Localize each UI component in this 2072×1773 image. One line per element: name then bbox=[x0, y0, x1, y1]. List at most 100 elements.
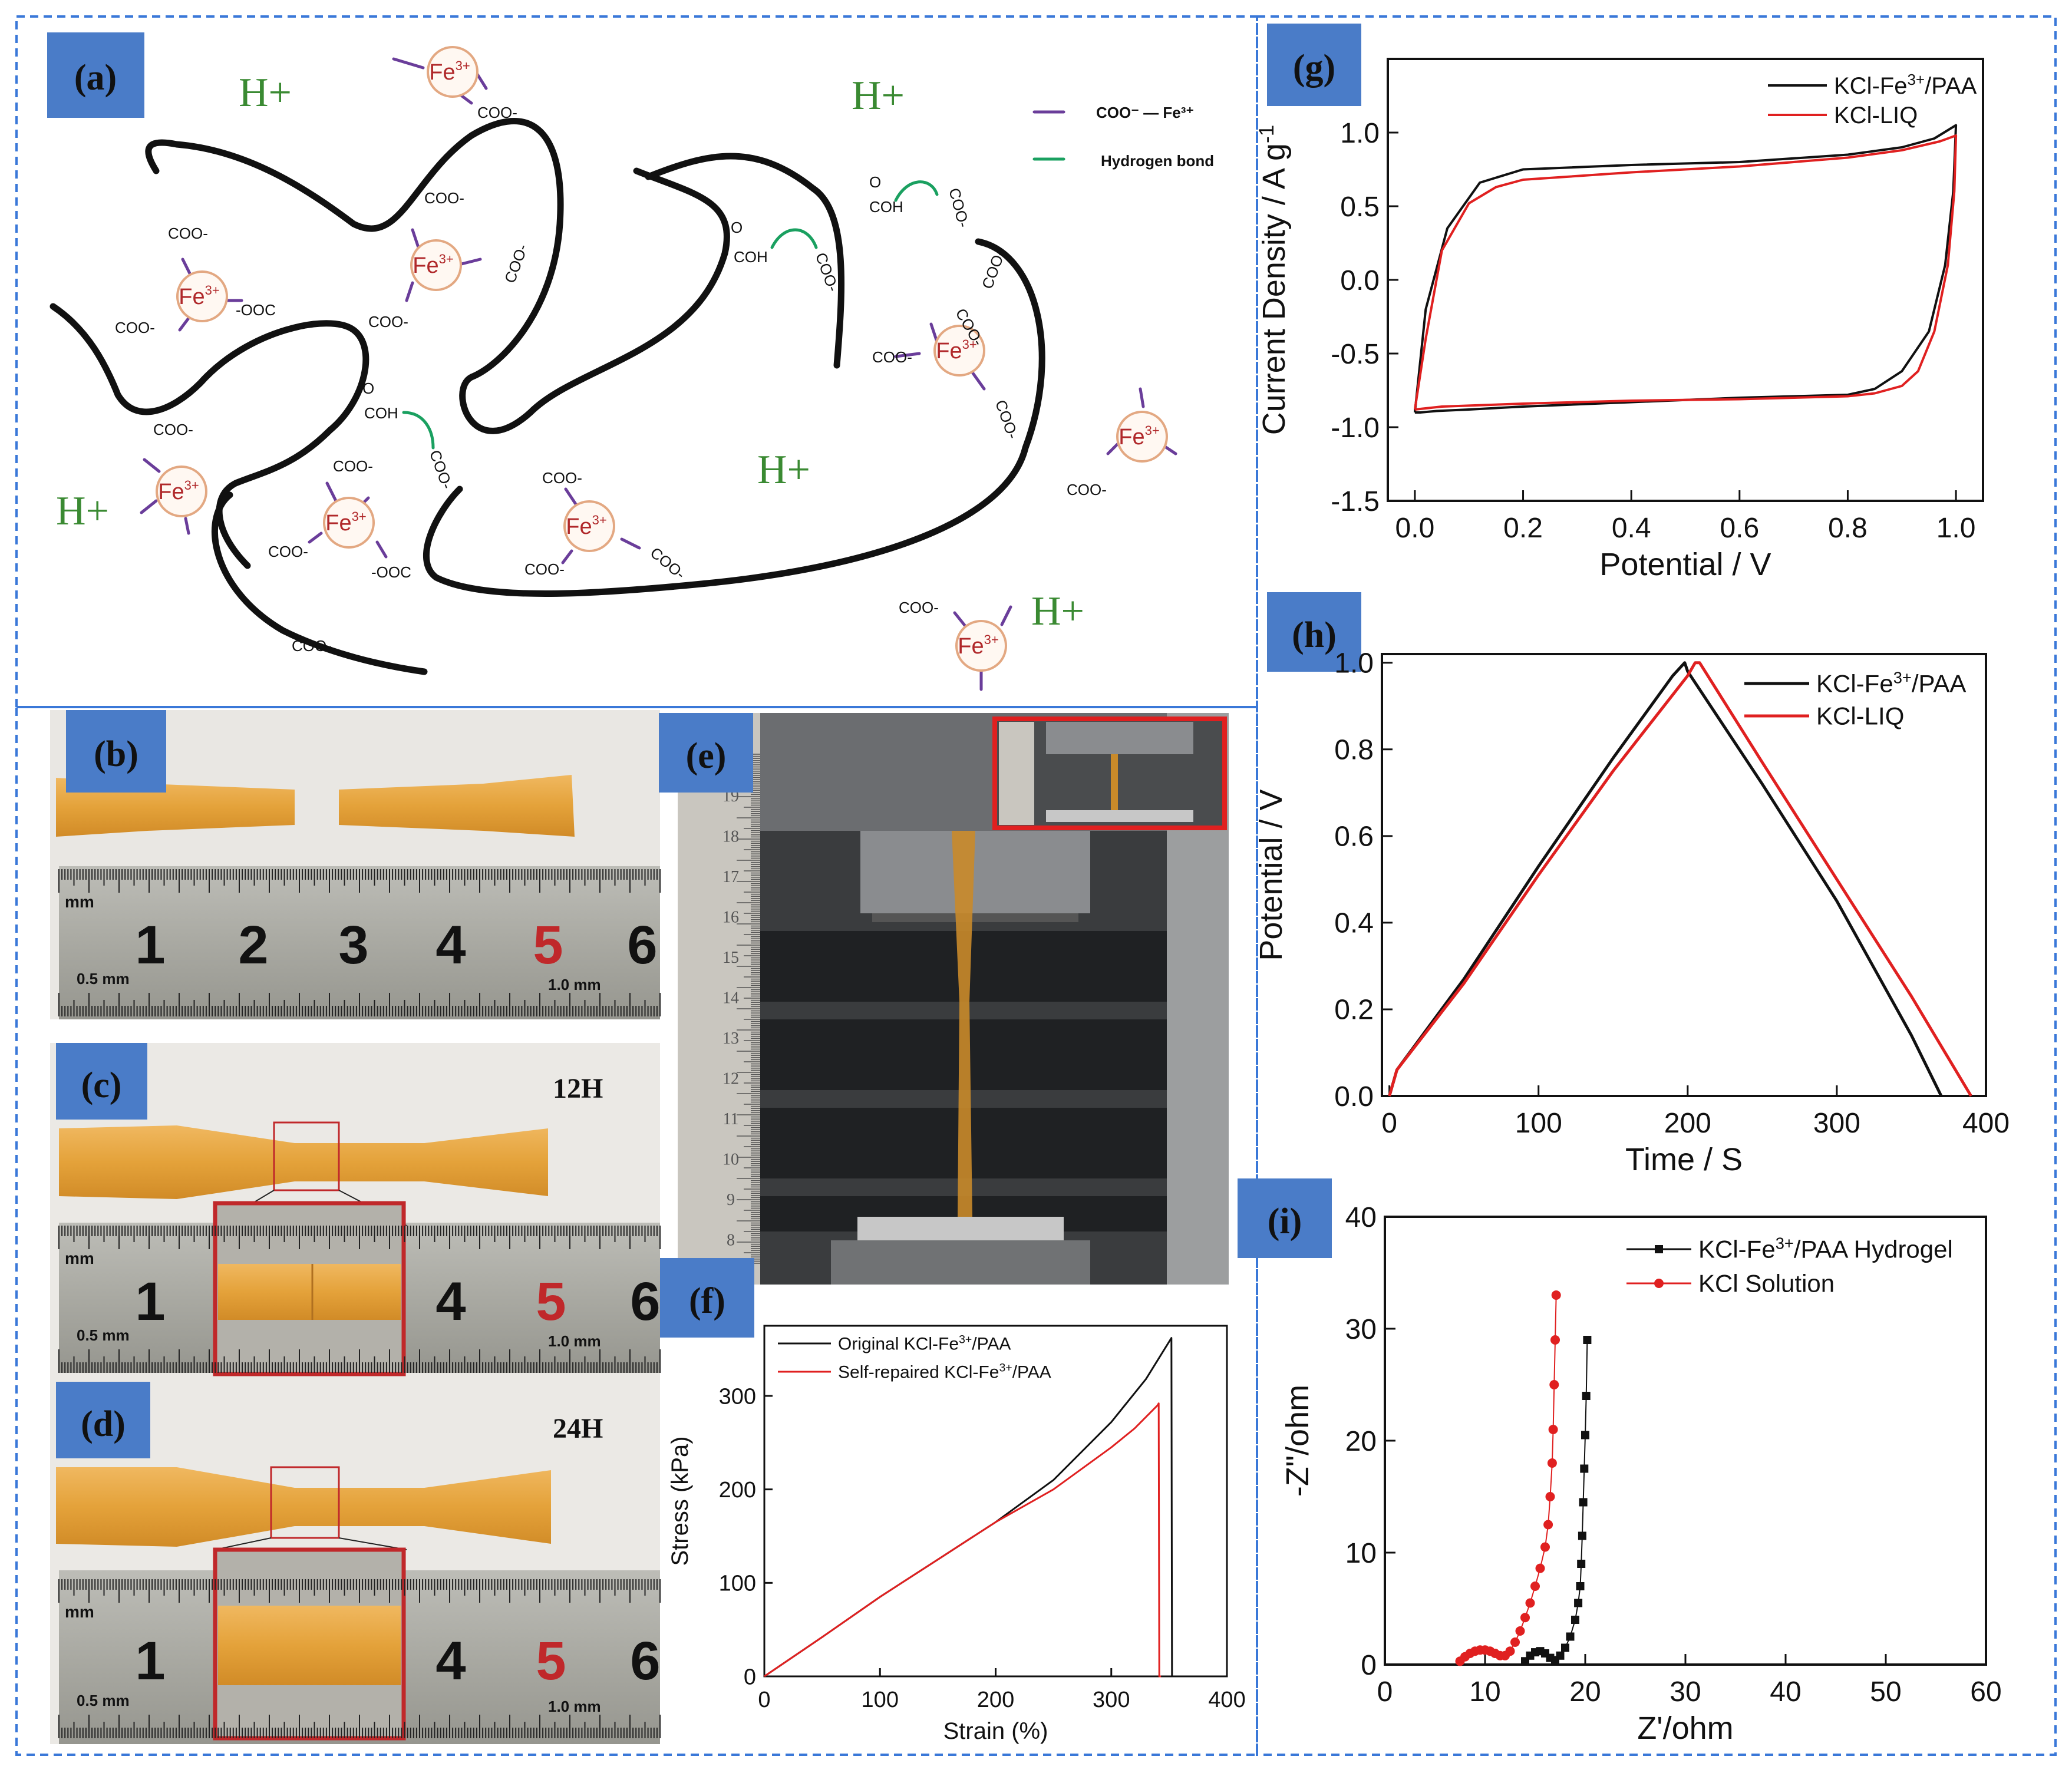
x-axis-label: Z'/ohm bbox=[1637, 1711, 1733, 1746]
data-point bbox=[1556, 1651, 1565, 1660]
data-point bbox=[1571, 1616, 1579, 1624]
series-line bbox=[764, 1337, 1174, 1678]
carboxylate-text: COO- bbox=[978, 247, 1008, 291]
ion-text: Fe3+ bbox=[566, 513, 606, 539]
x-tick-label: 200 bbox=[977, 1688, 1014, 1712]
x-tick-label: 0.4 bbox=[1612, 513, 1651, 544]
polymer-chains bbox=[50, 117, 1045, 675]
proton-text: H+ bbox=[239, 70, 292, 115]
data-point bbox=[1580, 1464, 1589, 1473]
ruler-number: 2 bbox=[238, 915, 268, 975]
ruler-unit-label: mm bbox=[65, 1249, 94, 1267]
chart-i-nyquist: 0 10 20 30 40 50 60 0 10 20 30 40 Z'/ohm -Z"/ohm KCl-F… bbox=[1280, 1202, 2002, 1746]
carboxylate-text: COO- bbox=[477, 104, 517, 121]
carboxylate-labels: COO- COO- COO- COO- -OOC COO- COO- COO- … bbox=[115, 104, 1214, 655]
carboxylate-text: COO- bbox=[524, 560, 565, 578]
ruler-number: 17 bbox=[722, 868, 739, 886]
data-point bbox=[1577, 1560, 1586, 1568]
data-point bbox=[1543, 1520, 1553, 1530]
iron-ions bbox=[156, 46, 1168, 672]
y-tick-label: 0 bbox=[1361, 1650, 1377, 1681]
ion-text: Fe3+ bbox=[413, 252, 453, 278]
data-point bbox=[1578, 1531, 1586, 1540]
carboxylate-text: COO- bbox=[899, 599, 939, 616]
carbonyl-text: O bbox=[731, 219, 743, 236]
x-tick-label: 0 bbox=[758, 1688, 770, 1712]
series-line bbox=[1413, 124, 1958, 414]
x-tick-label: 0.0 bbox=[1395, 513, 1435, 544]
data-point bbox=[1540, 1542, 1550, 1552]
y-tick-label: 0.5 bbox=[1340, 192, 1380, 223]
panel-c-time: 12H bbox=[553, 1073, 603, 1104]
y-tick-label: 200 bbox=[719, 1478, 756, 1503]
ruler-half-mm-label: 0.5 mm bbox=[77, 1692, 130, 1709]
ion-text: Fe3+ bbox=[429, 58, 470, 85]
data-point bbox=[1583, 1336, 1592, 1344]
ruler-number: 4 bbox=[435, 1272, 466, 1332]
panel-label-g: (g) bbox=[1293, 48, 1335, 88]
ruler-number: 15 bbox=[722, 949, 739, 967]
ruler-half-mm-label: 0.5 mm bbox=[77, 1326, 130, 1344]
ruler-one-mm-label: 1.0 mm bbox=[548, 1332, 601, 1350]
ruler-d: 1 4 5 6 mm 0.5 mm 1.0 mm bbox=[58, 1579, 661, 1738]
carboxylate-text: COO- bbox=[872, 348, 912, 366]
data-point bbox=[1515, 1626, 1525, 1636]
data-point bbox=[1535, 1563, 1545, 1573]
panel-b-photo bbox=[50, 710, 660, 1019]
ruler-number: 1 bbox=[135, 1631, 165, 1691]
chart-g-cyclic-voltammetry: 0.0 0.2 0.4 0.6 0.8 1.0 -1.5 -1.0 -0.5 0.0 0.5 1.0 P… bbox=[1255, 58, 1984, 582]
legend-hbond-text: Hydrogen bond bbox=[1101, 152, 1214, 170]
x-axis-label: Potential / V bbox=[1599, 547, 1771, 582]
data-point bbox=[1582, 1392, 1591, 1400]
data-point bbox=[1525, 1598, 1535, 1608]
ion-text: Fe3+ bbox=[958, 632, 998, 659]
hydrogen-bonds bbox=[402, 157, 1065, 450]
proton-text: H+ bbox=[1031, 589, 1084, 634]
ion-text: Fe3+ bbox=[936, 337, 976, 364]
x-tick-label: 40 bbox=[1770, 1676, 1801, 1708]
ion-text: Fe3+ bbox=[1119, 423, 1159, 450]
x-tick-label: 50 bbox=[1870, 1676, 1901, 1708]
legend-entry: KCl-LIQ bbox=[1816, 702, 1904, 730]
ruler-number: 1 bbox=[135, 1272, 165, 1332]
carboxylate-text: COO- bbox=[115, 319, 155, 336]
x-tick-label: 60 bbox=[1970, 1676, 2001, 1708]
carboxylate-text: -OOC bbox=[236, 301, 276, 319]
label-box-h bbox=[1267, 592, 1361, 672]
ruler-number: 14 bbox=[722, 989, 739, 1008]
carboxylate-text: COO- bbox=[333, 457, 373, 475]
ruler-number: 6 bbox=[630, 1631, 660, 1691]
legend-entry: Self-repaired KCl-Fe3+/PAA bbox=[838, 1362, 1051, 1382]
acid-text: COH bbox=[364, 404, 398, 422]
carboxylate-text: COO- bbox=[647, 544, 689, 583]
panel-label-f: (f) bbox=[689, 1281, 725, 1321]
y-tick-label: 0.0 bbox=[1334, 1081, 1374, 1112]
y-tick-label: 300 bbox=[719, 1384, 756, 1409]
label-box-a bbox=[47, 32, 144, 118]
y-tick-label: 40 bbox=[1345, 1202, 1377, 1233]
carboxylate-text: COO- bbox=[992, 398, 1022, 441]
series-line bbox=[1459, 1295, 1557, 1662]
y-tick-label: 100 bbox=[719, 1571, 756, 1596]
chart-h-charge-discharge: 0 100 200 300 400 0.0 0.2 0.4 0.6 0.8 1.0 Time / S P… bbox=[1253, 648, 2010, 1177]
data-point bbox=[1505, 1646, 1515, 1656]
legend-entry: KCl-Fe3+/PAA bbox=[1816, 668, 1966, 698]
carboxylate-text: COO- bbox=[268, 543, 308, 560]
legend-coord-text: COO⁻ — Fe³⁺ bbox=[1096, 104, 1194, 121]
proton-labels: H+ H+ H+ H+ H+ bbox=[56, 70, 1084, 634]
x-tick-label: 0.8 bbox=[1828, 513, 1868, 544]
ruler-one-mm-label: 1.0 mm bbox=[548, 1698, 601, 1715]
carboxylate-text: COO- bbox=[501, 242, 531, 285]
label-box-d bbox=[56, 1382, 150, 1458]
ruler-number: 4 bbox=[435, 915, 466, 975]
x-tick-label: 1.0 bbox=[1936, 513, 1976, 544]
carboxylate-text: COO- bbox=[368, 313, 408, 331]
plot-frame bbox=[1381, 653, 1987, 1097]
ruler-number: 16 bbox=[722, 909, 739, 927]
ruler-number: 5 bbox=[533, 915, 563, 975]
panel-label-d: (d) bbox=[81, 1404, 126, 1444]
label-box-g bbox=[1267, 24, 1361, 106]
carboxylate-text: -OOC bbox=[371, 563, 411, 581]
ruler-number: 6 bbox=[627, 915, 657, 975]
